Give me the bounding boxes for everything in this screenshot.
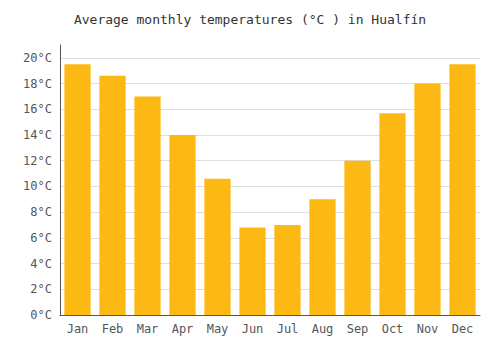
svg-text:Mar: Mar	[137, 322, 159, 336]
svg-text:18°C: 18°C	[23, 77, 52, 91]
svg-text:May: May	[207, 322, 229, 336]
svg-text:10°C: 10°C	[23, 179, 52, 193]
svg-text:Sep: Sep	[347, 322, 369, 336]
svg-text:Apr: Apr	[172, 322, 194, 336]
svg-text:16°C: 16°C	[23, 102, 52, 116]
svg-text:Jan: Jan	[67, 322, 89, 336]
svg-text:Oct: Oct	[382, 322, 404, 336]
svg-text:Dec: Dec	[452, 322, 474, 336]
svg-text:6°C: 6°C	[30, 231, 52, 245]
svg-text:2°C: 2°C	[30, 282, 52, 296]
svg-text:12°C: 12°C	[23, 154, 52, 168]
svg-text:Average monthly temperatures (: Average monthly temperatures (°C ) in Hu…	[74, 12, 426, 27]
svg-text:Jul: Jul	[277, 322, 299, 336]
svg-text:8°C: 8°C	[30, 205, 52, 219]
svg-text:14°C: 14°C	[23, 128, 52, 142]
svg-text:4°C: 4°C	[30, 257, 52, 271]
svg-text:20°C: 20°C	[23, 51, 52, 65]
svg-text:Nov: Nov	[417, 322, 439, 336]
svg-text:Aug: Aug	[312, 322, 334, 336]
svg-text:Jun: Jun	[242, 322, 264, 336]
svg-text:Feb: Feb	[102, 322, 124, 336]
svg-text:0°C: 0°C	[30, 308, 52, 322]
